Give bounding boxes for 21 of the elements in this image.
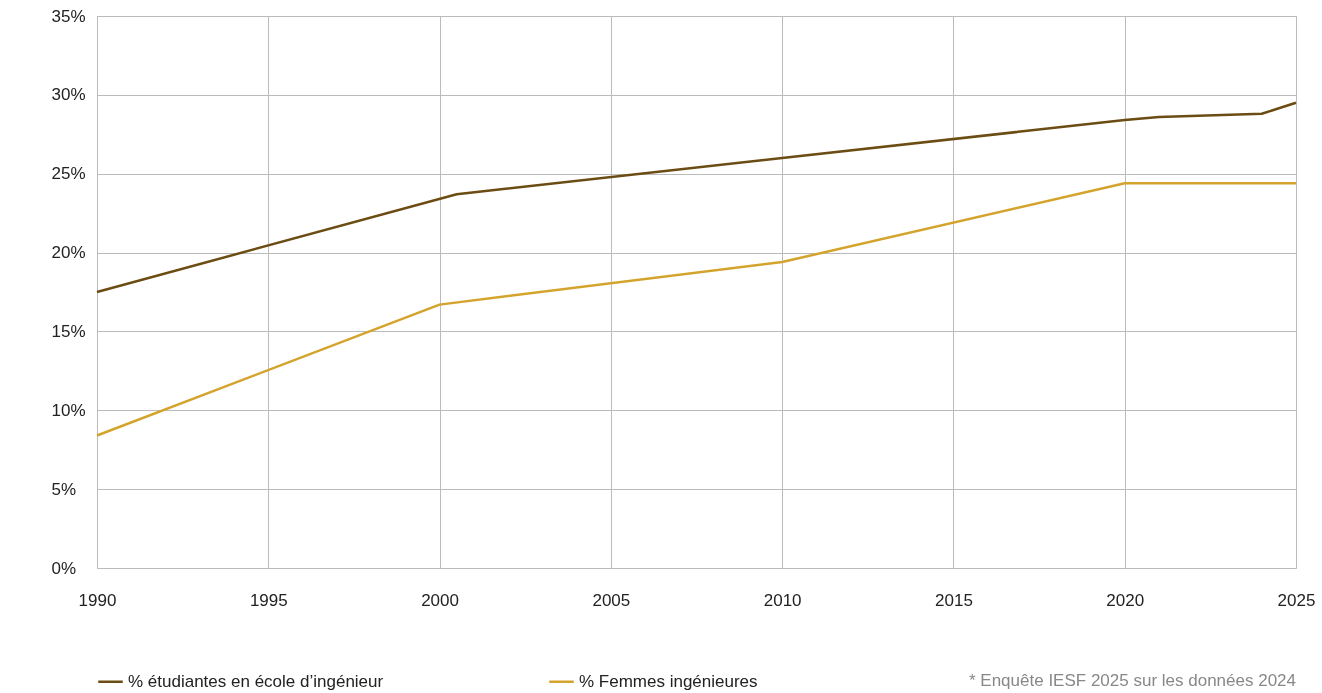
text: * Enquête IESF 2025 sur les données 2024 <box>968 671 1296 690</box>
x-tick-label: 2025 <box>1277 590 1316 610</box>
x-tick-label: 1995 <box>249 590 288 610</box>
x-tick-label: 1990 <box>78 590 117 610</box>
x-tick-label: 2010 <box>763 590 802 610</box>
legend-label: % étudiantes en école d’ingénieur <box>128 671 384 691</box>
y-tick-label: 10% <box>51 400 86 420</box>
y-tick-label: 35% <box>51 6 86 26</box>
line-series <box>95 101 1298 294</box>
y-tick-label: 20% <box>51 243 86 263</box>
x-tick-label: 2015 <box>935 590 973 610</box>
legend-label: % Femmes ingénieures <box>579 671 758 691</box>
line-series <box>95 181 1298 437</box>
x-tick-label: 2005 <box>592 590 631 610</box>
y-tick-label: 15% <box>51 321 86 341</box>
y-tick-label: 25% <box>51 164 86 184</box>
x-tick-label: 2020 <box>1106 590 1145 610</box>
y-tick-label: 0% <box>51 558 77 578</box>
y-tick-label: 30% <box>51 85 86 105</box>
x-tick-label: 2000 <box>421 590 459 610</box>
y-tick-label: 5% <box>51 479 77 499</box>
